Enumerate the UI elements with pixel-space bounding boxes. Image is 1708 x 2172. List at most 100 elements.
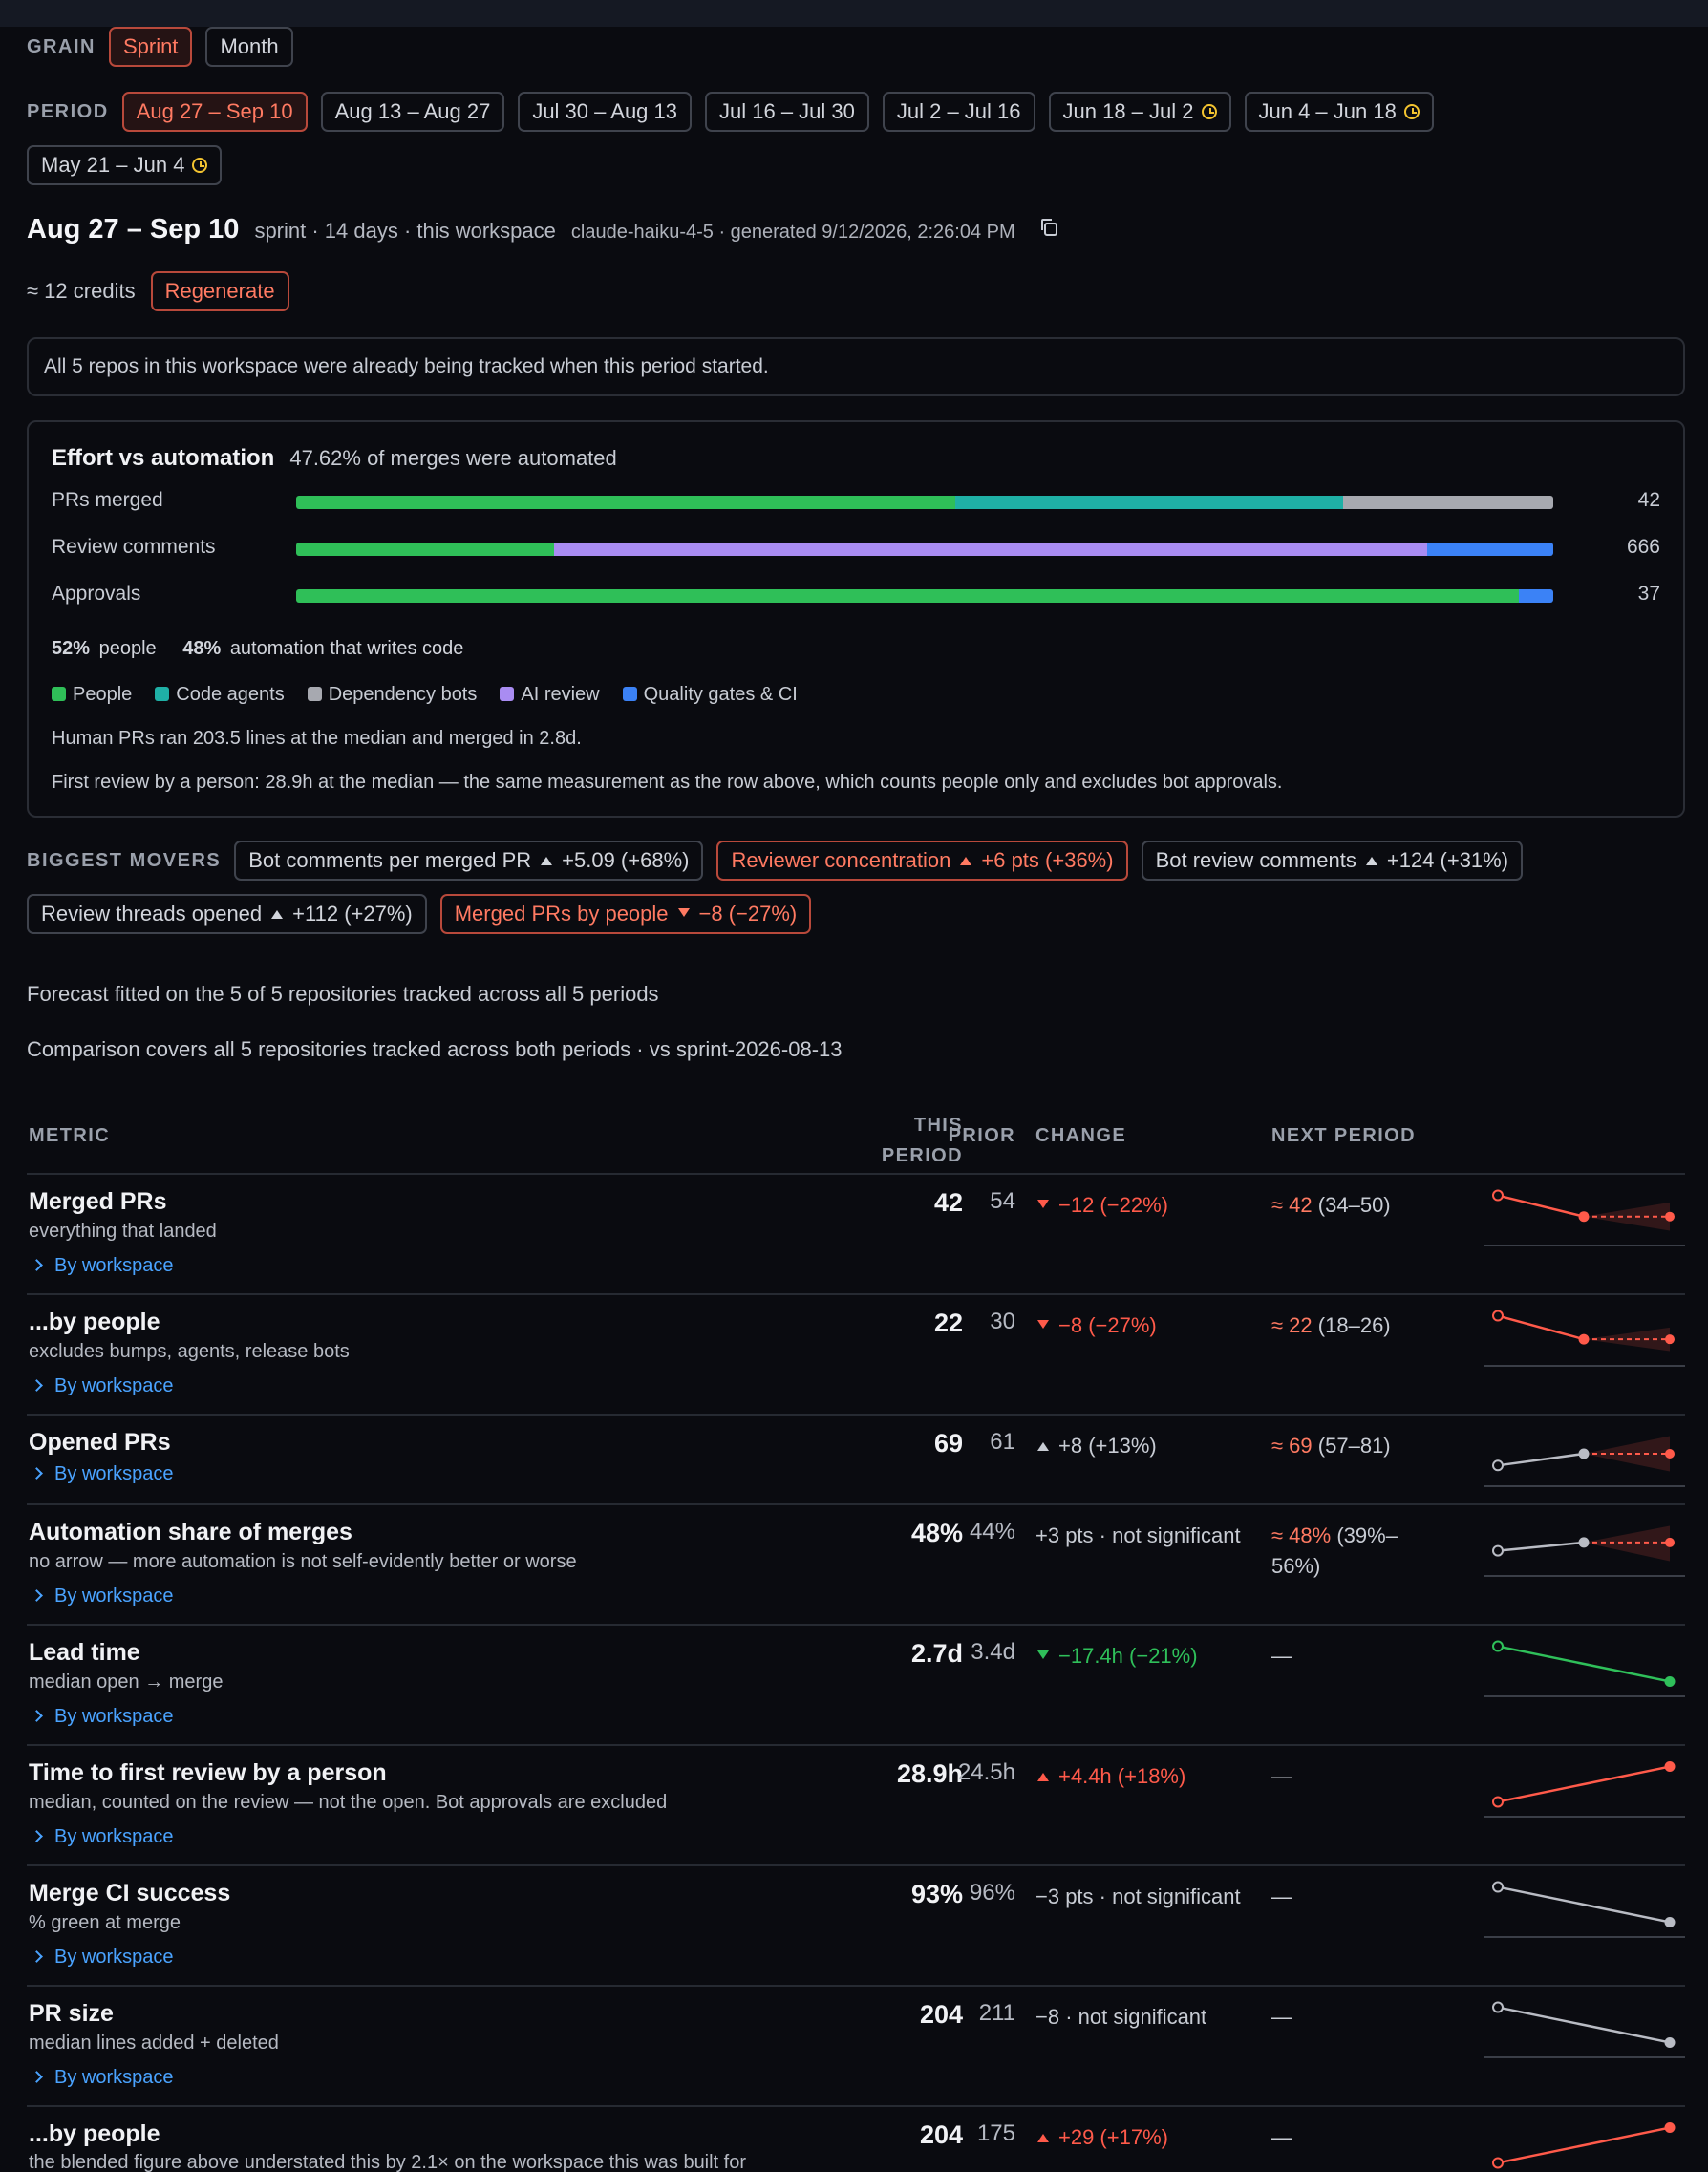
period-option[interactable]: Jun 4 – Jun 18 [1244, 92, 1434, 132]
mover-chip[interactable]: Bot comments per merged PR +5.09 (+68%) [234, 841, 704, 881]
table-row: Lead time median open → merge By workspace… [27, 1624, 1685, 1744]
credits-row: ≈ 12 credits Regenerate [27, 271, 289, 311]
metric-change: −8 (−27%) [1035, 1310, 1265, 1341]
forecast-estimate: — [1271, 2005, 1292, 2029]
by-workspace-link[interactable]: By workspace [31, 1255, 174, 1277]
effort-bar-label: Review comments [52, 536, 216, 558]
by-workspace-link[interactable]: By workspace [31, 1826, 174, 1848]
period-option[interactable]: Jul 30 – Aug 13 [518, 92, 692, 132]
metric-prior: 54 [990, 1188, 1015, 1214]
arrow-up-icon [1037, 2134, 1049, 2142]
sparkline-line [1497, 1645, 1671, 1683]
metric-change: +8 (+13%) [1035, 1431, 1265, 1461]
metric-change: +3 pts · not significant [1035, 1521, 1265, 1551]
table-row: Time to first review by a person median, … [27, 1744, 1685, 1864]
sparkline [1484, 1881, 1685, 1938]
sparkline-point-prior [1492, 1881, 1504, 1893]
sparkline-point-prior [1492, 2157, 1504, 2169]
forecast-estimate: ≈ 22 [1271, 1313, 1313, 1337]
by-workspace-link[interactable]: By workspace [31, 1586, 174, 1608]
metric-name: ...by people [29, 2120, 160, 2147]
sparkline-point-prior [1492, 2001, 1504, 2013]
arrow-up-icon [960, 857, 972, 865]
period-selector: PERIOD Aug 27 – Sep 10 Aug 13 – Aug 27 Jul… [27, 92, 1517, 185]
by-workspace-link[interactable]: By workspace [31, 1375, 174, 1397]
header-this-line1: THIS [913, 1115, 963, 1136]
grain-option-month[interactable]: Month [205, 27, 293, 67]
period-option[interactable]: Aug 13 – Aug 27 [320, 92, 505, 132]
period-option[interactable]: Aug 27 – Sep 10 [121, 92, 308, 132]
sparkline-point-current [1664, 2122, 1676, 2134]
mover-name: Merged PRs by people [454, 902, 669, 926]
grain-option-sprint[interactable]: Sprint [108, 27, 193, 67]
metric-change-value: +3 pts · not significant [1035, 1523, 1241, 1547]
mover-chip[interactable]: Merged PRs by people −8 (−27%) [439, 894, 812, 934]
sparkline-point-prior [1492, 1544, 1504, 1557]
sparkline [1484, 1761, 1685, 1818]
by-workspace-link[interactable]: By workspace [31, 1463, 174, 1485]
metric-this-period: 204 [919, 2000, 963, 2029]
page-title: Aug 27 – Sep 10 [27, 214, 240, 245]
sparkline [1484, 1189, 1685, 1246]
sparkline-forecast-point [1665, 1449, 1675, 1459]
legend-swatch [307, 687, 322, 701]
sparkline-point-current [1664, 1675, 1676, 1687]
metric-change: +29 (+17%) [1035, 2122, 1265, 2153]
table-row: ...by people excludes bumps, agents, rele… [27, 1293, 1685, 1414]
effort-bar-segment [1427, 543, 1553, 556]
copy-icon[interactable] [1038, 217, 1059, 238]
effort-note-2: First review by a person: 28.9h at the m… [52, 772, 1283, 793]
metric-name: Time to first review by a person [29, 1759, 387, 1786]
top-bar [0, 0, 1708, 27]
by-workspace-link[interactable]: By workspace [31, 2067, 174, 2089]
period-option-label: Jul 16 – Jul 30 [719, 99, 855, 123]
metric-description: everything that landed [29, 1221, 217, 1242]
legend-item: AI review [500, 684, 600, 706]
period-option[interactable]: Jun 18 – Jul 2 [1048, 92, 1231, 132]
metric-change: −17.4h (−21%) [1035, 1641, 1265, 1672]
metric-next-period: — [1271, 2122, 1424, 2153]
by-workspace-label: By workspace [54, 1947, 174, 1968]
pending-clock-icon [192, 158, 208, 173]
effort-bar-label: Approvals [52, 583, 141, 605]
forecast-estimate: ≈ 42 [1271, 1193, 1313, 1217]
sparkline-point-prior [1492, 1459, 1504, 1472]
metric-description: excludes bumps, agents, release bots [29, 1341, 350, 1362]
sparkline [1492, 2122, 1676, 2169]
effort-note-1: Human PRs ran 203.5 lines at the median … [52, 728, 582, 749]
metric-this-period: 69 [933, 1429, 963, 1458]
period-option[interactable]: May 21 – Jun 4 [27, 145, 223, 185]
mover-delta: +124 (+31%) [1386, 848, 1509, 872]
metric-name: Merge CI success [29, 1880, 231, 1906]
mover-name: Bot review comments [1155, 848, 1356, 872]
regenerate-button[interactable]: Regenerate [150, 271, 289, 311]
metric-this-period: 42 [933, 1188, 963, 1217]
metric-this-period: 48% [910, 1519, 963, 1547]
arrow-up-icon [1037, 1442, 1049, 1451]
metric-change-value: −3 pts · not significant [1035, 1885, 1241, 1908]
mover-chip[interactable]: Reviewer concentration +6 pts (+36%) [716, 841, 1128, 881]
by-workspace-label: By workspace [54, 1706, 174, 1727]
people-share: 52% [52, 638, 91, 659]
sparkline-point-prior [1492, 1796, 1504, 1808]
by-workspace-link[interactable]: By workspace [31, 1947, 174, 1969]
table-row: Merged PRs everything that landed By works… [27, 1173, 1685, 1293]
period-option-label: Jul 30 – Aug 13 [532, 99, 677, 123]
mover-chip[interactable]: Review threads opened +112 (+27%) [27, 894, 427, 934]
period-option[interactable]: Jul 2 – Jul 16 [882, 92, 1035, 132]
period-option-label: Jun 18 – Jul 2 [1062, 99, 1194, 123]
period-option[interactable]: Jul 16 – Jul 30 [705, 92, 869, 132]
forecast-range: (34–50) [1317, 1193, 1391, 1217]
mover-chip[interactable]: Bot review comments +124 (+31%) [1141, 841, 1524, 881]
metric-change: −3 pts · not significant [1035, 1882, 1265, 1912]
table-row: Opened PRs By workspace 69 61 +8 (+13%) ≈ 69 … [27, 1414, 1685, 1503]
legend-label: AI review [521, 684, 600, 705]
metric-description: median open → merge [29, 1672, 224, 1693]
legend-item: Code agents [155, 684, 285, 706]
metric-name: Merged PRs [29, 1188, 167, 1215]
effort-bar-total: 42 [1637, 489, 1660, 511]
sparkline-forecast-point [1665, 1334, 1675, 1345]
by-workspace-link[interactable]: By workspace [31, 1706, 174, 1728]
metric-next-period: — [1271, 2002, 1424, 2033]
grain-label: GRAIN [27, 35, 96, 57]
